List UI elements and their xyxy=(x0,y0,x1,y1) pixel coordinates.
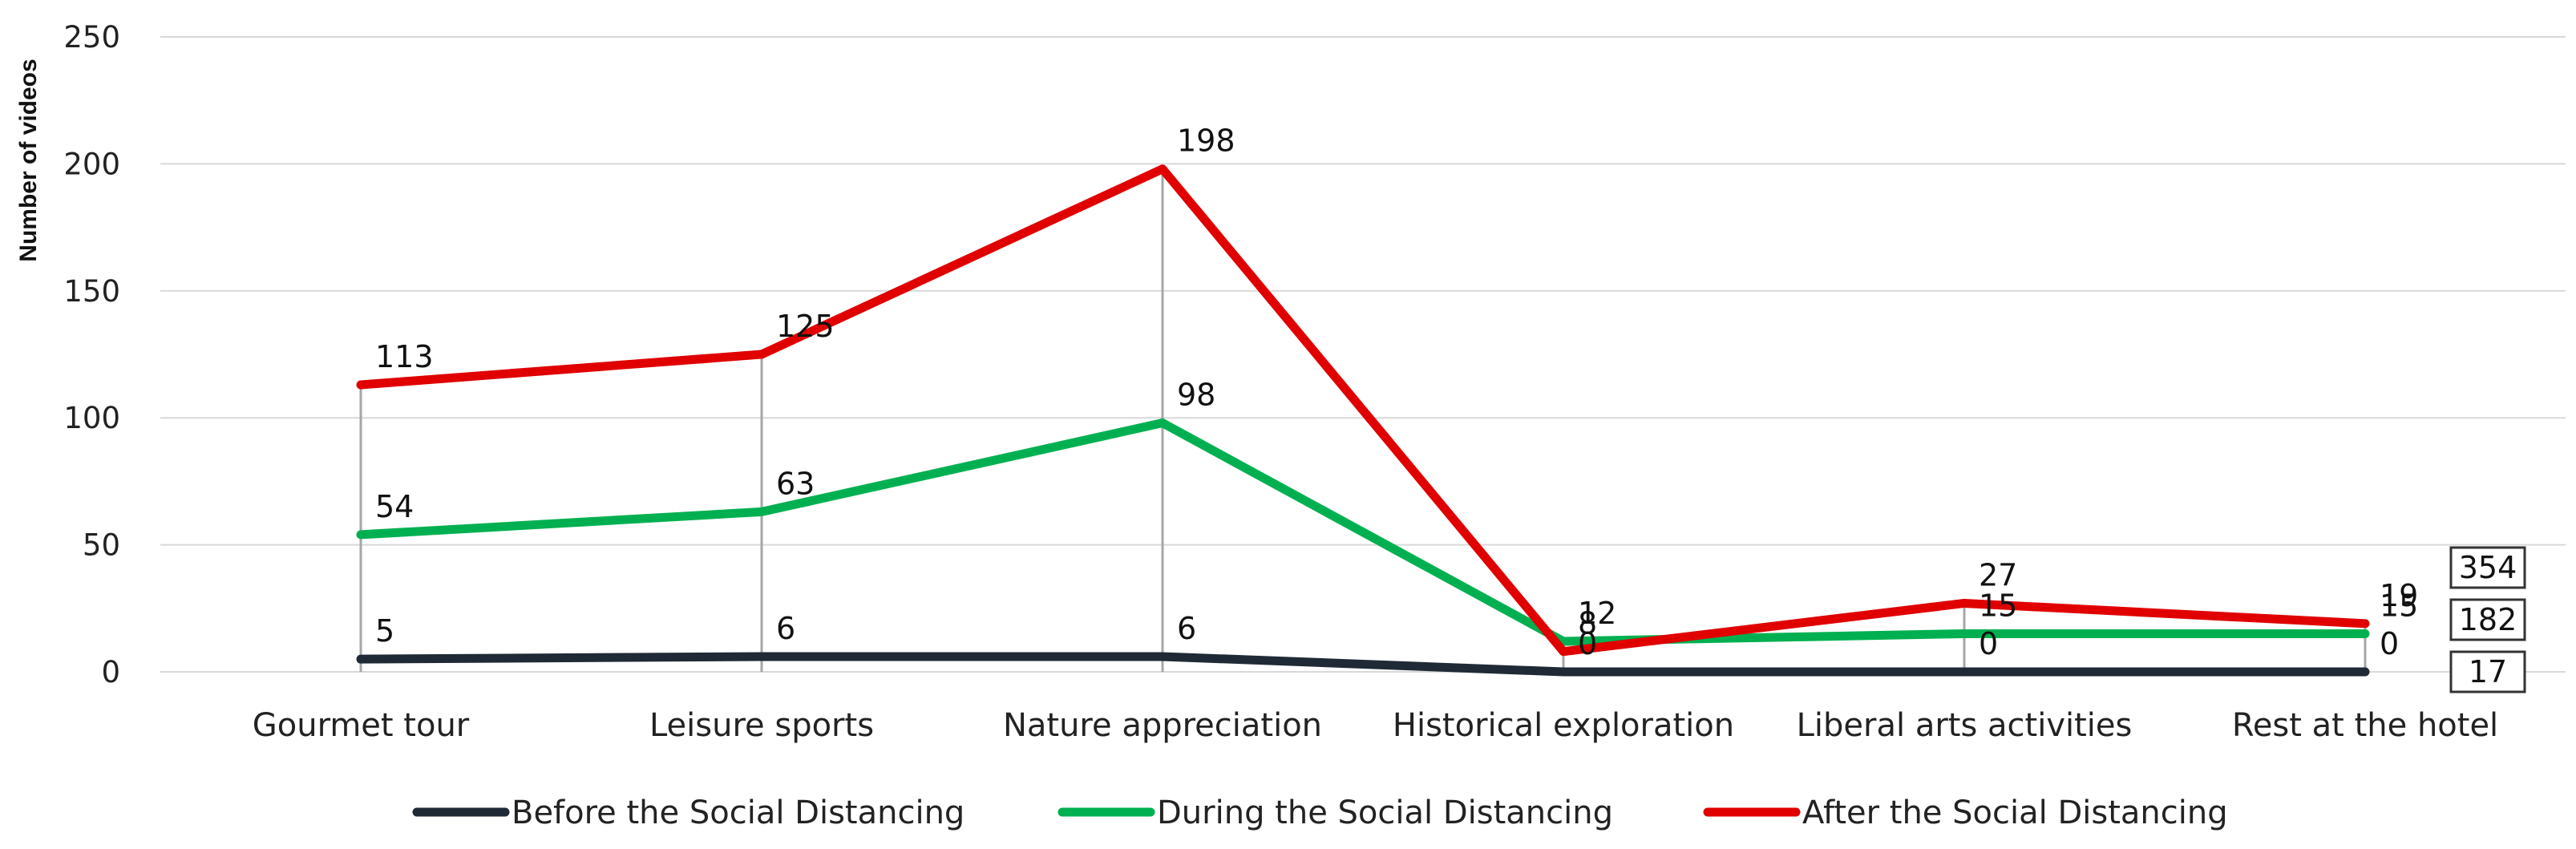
y-tick-label: 50 xyxy=(83,528,120,563)
data-label: 8 xyxy=(1578,606,1597,641)
legend-label: Before the Social Distancing xyxy=(512,794,964,831)
legend-entry: After the Social Distancing xyxy=(1703,794,2228,831)
data-label: 15 xyxy=(2380,588,2418,623)
total-value: 17 xyxy=(2469,654,2507,689)
data-label: 98 xyxy=(1177,378,1215,413)
data-label: 19 xyxy=(2380,578,2418,613)
series-total-box: 182 xyxy=(2449,598,2526,641)
total-value: 182 xyxy=(2459,602,2517,637)
legend-entry: During the Social Distancing xyxy=(1057,794,1613,831)
total-box-frame xyxy=(2449,650,2526,693)
series-total-box: 354 xyxy=(2449,546,2526,589)
y-tick-label: 200 xyxy=(63,147,120,181)
x-tick-label: Nature appreciation xyxy=(1003,707,1322,744)
data-label: 12 xyxy=(1578,596,1616,631)
data-label: 0 xyxy=(1979,626,1998,661)
y-tick-label: 250 xyxy=(63,20,120,55)
total-box-frame xyxy=(2449,598,2526,641)
data-label: 15 xyxy=(1979,588,2017,623)
data-label: 6 xyxy=(1177,611,1196,646)
data-label: 198 xyxy=(1177,123,1235,159)
legend-label: During the Social Distancing xyxy=(1157,794,1613,831)
data-label: 0 xyxy=(2380,626,2399,661)
x-tick-label: Gourmet tour xyxy=(253,707,470,744)
data-label: 63 xyxy=(776,466,815,501)
data-label: 0 xyxy=(1578,626,1597,661)
legend-label: After the Social Distancing xyxy=(1802,794,2228,831)
legend-entry: Before the Social Distancing xyxy=(412,794,964,831)
data-label: 125 xyxy=(776,309,835,344)
y-axis-title: Number of videos xyxy=(15,59,42,261)
series-line-3 xyxy=(356,164,2370,657)
x-tick-label: Historical exploration xyxy=(1393,707,1734,744)
x-tick-label: Leisure sports xyxy=(649,707,874,744)
data-label: 54 xyxy=(375,489,414,524)
y-tick-label: 0 xyxy=(101,655,120,689)
data-label: 6 xyxy=(776,611,795,646)
data-label: 5 xyxy=(375,613,394,649)
data-label: 113 xyxy=(375,339,434,374)
series-line-2 xyxy=(356,418,2370,646)
series-line-1 xyxy=(356,652,2370,677)
y-tick-label: 150 xyxy=(63,274,120,309)
total-value: 354 xyxy=(2459,550,2517,585)
series-total-box: 17 xyxy=(2449,650,2526,693)
data-label: 27 xyxy=(1979,557,2017,592)
total-box-frame xyxy=(2449,546,2526,589)
x-tick-label: Rest at the hotel xyxy=(2232,707,2498,744)
y-tick-label: 100 xyxy=(63,401,120,435)
x-tick-label: Liberal arts activities xyxy=(1797,707,2133,744)
